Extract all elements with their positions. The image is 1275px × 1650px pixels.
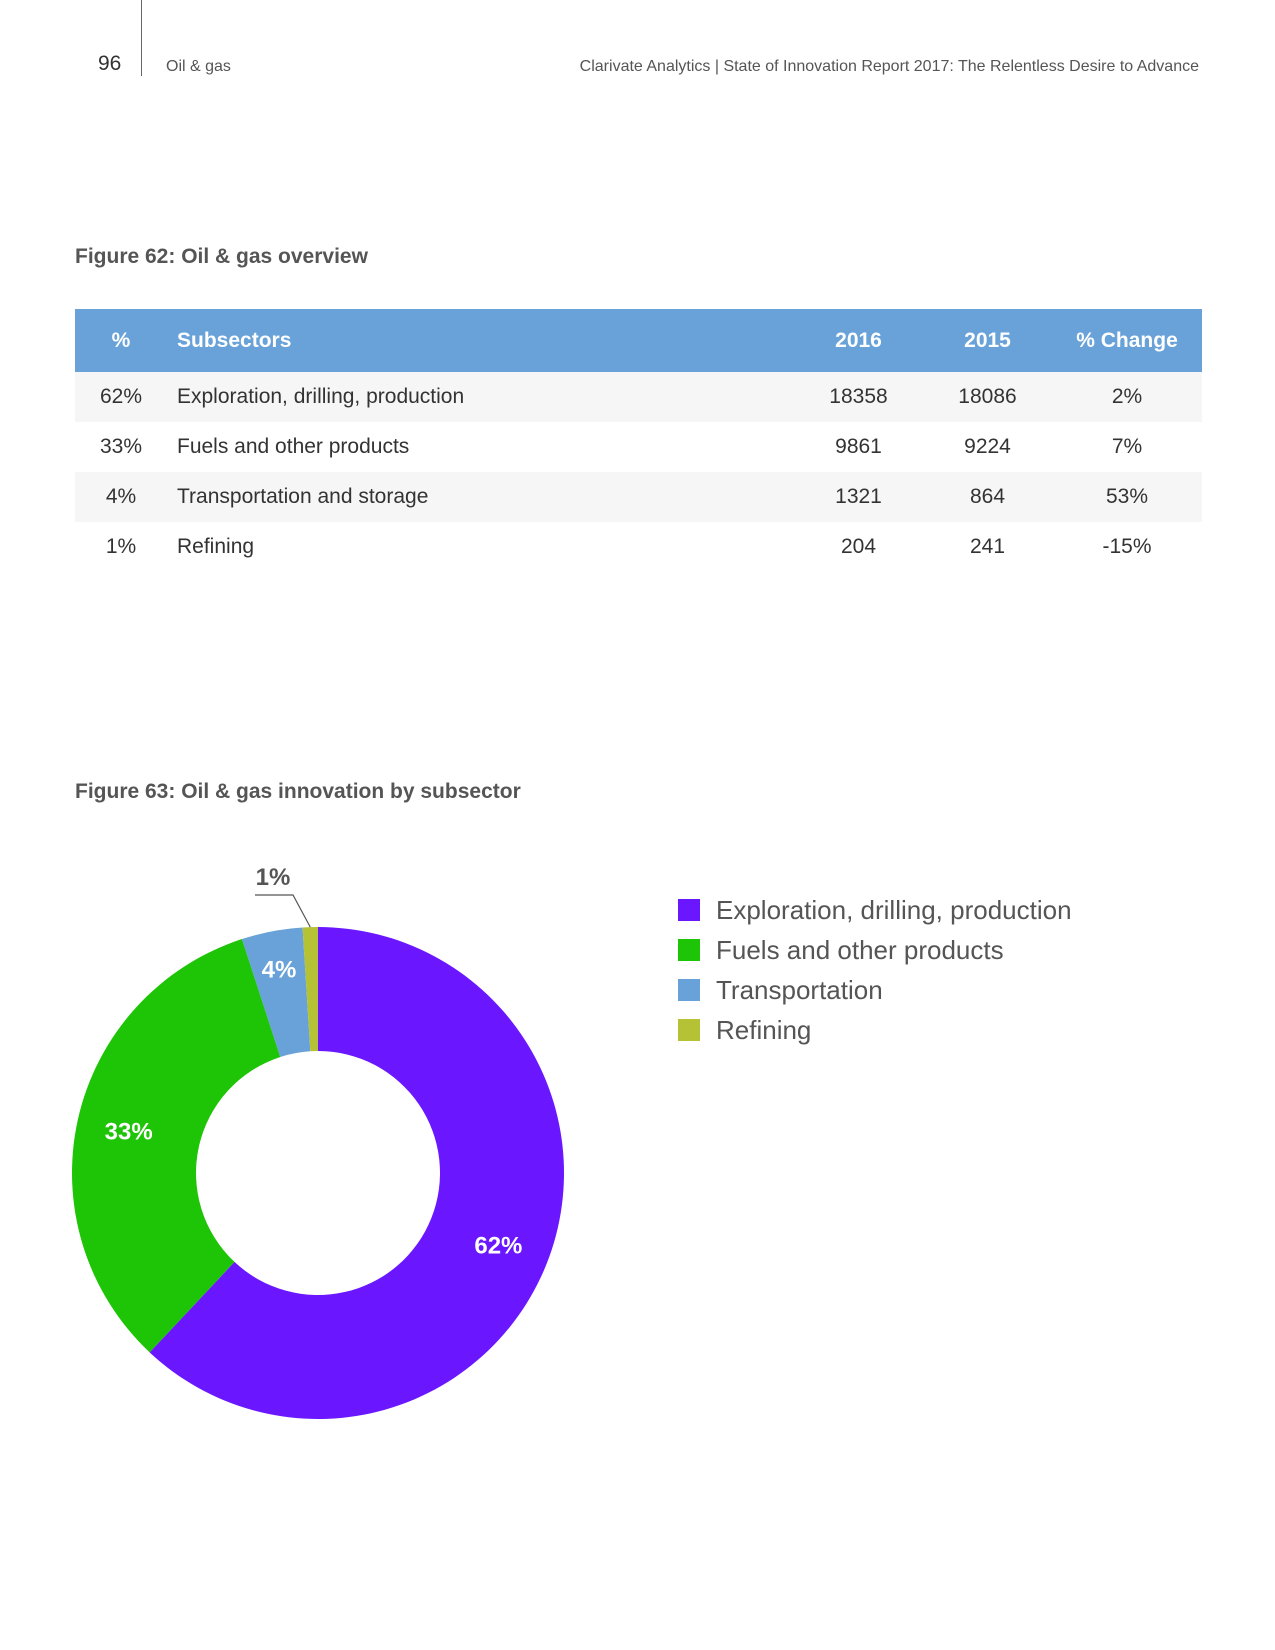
oil-gas-overview-table: % Subsectors 2016 2015 % Change 62% Expl… — [75, 309, 1202, 572]
legend-item: Exploration, drilling, production — [678, 890, 1072, 930]
table-row: 62% Exploration, drilling, production 18… — [75, 372, 1202, 422]
cell-subsector: Transportation and storage — [167, 472, 794, 522]
figure-62-title: Figure 62: Oil & gas overview — [75, 245, 368, 268]
donut-slice — [302, 927, 318, 1052]
column-header-subsectors: Subsectors — [167, 309, 794, 372]
column-header-2016: 2016 — [794, 309, 923, 372]
table-row: 1% Refining 204 241 -15% — [75, 522, 1202, 572]
cell-subsector: Refining — [177, 535, 255, 558]
slice-value-label: 33% — [105, 1119, 153, 1146]
cell-2015: 9224 — [964, 435, 1011, 458]
cell-change: 2% — [1052, 372, 1202, 422]
legend-label: Exploration, drilling, production — [716, 894, 1072, 925]
cell-percent: 1% — [105, 535, 137, 558]
chart-legend: Exploration, drilling, production Fuels … — [678, 890, 1072, 1050]
legend-swatch — [678, 939, 700, 961]
cell-2016: 204 — [840, 535, 877, 558]
leader-line — [255, 894, 311, 928]
cell-2015: 18086 — [923, 372, 1052, 422]
cell-percent: 62% — [75, 372, 167, 422]
slice-value-label: 4% — [262, 957, 297, 984]
legend-item: Transportation — [678, 970, 1072, 1010]
table-row: 33% Fuels and other products 9861 9224 7… — [75, 422, 1202, 472]
cell-change: 7% — [1111, 435, 1143, 458]
cell-change: 53% — [1052, 472, 1202, 522]
section-name: Oil & gas — [166, 58, 231, 75]
table-header-row: % Subsectors 2016 2015 % Change — [75, 309, 1202, 372]
cell-2016: 9861 — [835, 435, 882, 458]
legend-swatch — [678, 979, 700, 1001]
page-number: 96 — [98, 52, 122, 75]
legend-swatch — [678, 1019, 700, 1041]
table-row: 4% Transportation and storage 1321 864 5… — [75, 472, 1202, 522]
legend-label: Refining — [716, 1014, 812, 1045]
cell-2016: 18358 — [794, 372, 923, 422]
legend-swatch — [678, 899, 700, 921]
cell-2015: 864 — [923, 472, 1052, 522]
report-title: Clarivate Analytics | State of Innovatio… — [579, 58, 1199, 75]
cell-percent: 33% — [99, 435, 143, 458]
cell-subsector: Exploration, drilling, production — [167, 372, 794, 422]
legend-label: Fuels and other products — [716, 934, 1004, 965]
legend-item: Refining — [678, 1010, 1072, 1050]
donut-slice — [241, 927, 311, 1057]
slice-value-label: 62% — [474, 1232, 522, 1259]
cell-2016: 1321 — [794, 472, 923, 522]
cell-percent: 4% — [75, 472, 167, 522]
donut-chart: 62% 33% 4% 1% — [71, 864, 564, 1419]
cell-subsector: Fuels and other products — [177, 435, 410, 458]
column-header-percent: % — [75, 309, 167, 372]
donut-slice — [149, 927, 564, 1419]
donut-slice — [71, 939, 281, 1353]
column-header-change: % Change — [1052, 309, 1202, 372]
figure-63-title: Figure 63: Oil & gas innovation by subse… — [75, 780, 521, 803]
legend-item: Fuels and other products — [678, 930, 1072, 970]
legend-label: Transportation — [716, 974, 883, 1005]
column-header-2015: 2015 — [923, 309, 1052, 372]
header-divider — [141, 0, 142, 76]
cell-2015: 241 — [969, 535, 1006, 558]
slice-value-label: 1% — [256, 864, 291, 891]
cell-change: -15% — [1102, 535, 1152, 558]
